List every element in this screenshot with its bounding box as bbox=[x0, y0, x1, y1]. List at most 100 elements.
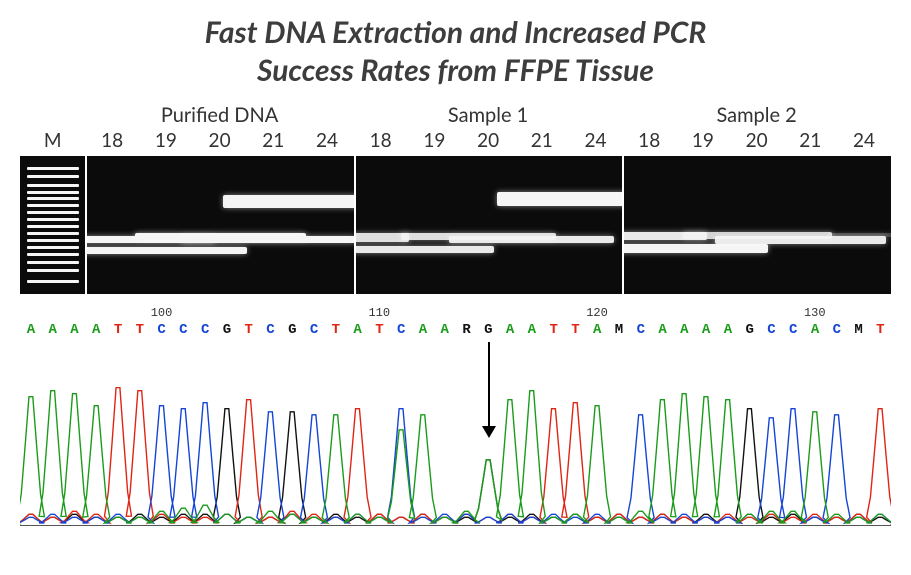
title-line-2: Success Rates from FFPE Tissue bbox=[257, 52, 654, 88]
sequence-base: A bbox=[652, 322, 674, 338]
sequence-tick-row: 100 110 120 130 bbox=[20, 306, 891, 322]
sequence-base: C bbox=[194, 322, 216, 338]
sequence-base: T bbox=[238, 322, 260, 338]
sequence-base: T bbox=[325, 322, 347, 338]
chromatogram-trace bbox=[20, 403, 891, 525]
panel-label-spacer bbox=[20, 103, 85, 127]
sequence-base: C bbox=[172, 322, 194, 338]
sequence-base: A bbox=[412, 322, 434, 338]
panel-label: Sample 2 bbox=[622, 103, 891, 127]
gel-band bbox=[622, 244, 768, 252]
sequence-base: C bbox=[260, 322, 282, 338]
sequence-base: G bbox=[216, 322, 238, 338]
ladder-band bbox=[27, 191, 79, 194]
sequence-base: C bbox=[390, 322, 412, 338]
sequence-base: M bbox=[848, 322, 870, 338]
gel-band bbox=[354, 246, 495, 253]
lane-label: 20 bbox=[193, 129, 247, 152]
ladder-band bbox=[27, 211, 79, 214]
sequence-base: T bbox=[129, 322, 151, 338]
sequence-base: C bbox=[782, 322, 804, 338]
gel-band bbox=[715, 236, 886, 244]
lane-label: 24 bbox=[837, 129, 891, 152]
sequence-base: G bbox=[477, 322, 499, 338]
sequence-tick: 100 bbox=[151, 306, 173, 320]
sequence-tick: 120 bbox=[586, 306, 608, 320]
ladder-band bbox=[27, 253, 79, 256]
gel-panel bbox=[85, 156, 354, 294]
gel-panel bbox=[622, 156, 891, 294]
sequence-base: C bbox=[761, 322, 783, 338]
ladder-band bbox=[27, 218, 79, 221]
sequence-base: A bbox=[499, 322, 521, 338]
lane-label: 24 bbox=[569, 129, 623, 152]
chromatogram bbox=[20, 358, 891, 526]
sequence-base: C bbox=[151, 322, 173, 338]
lane-label: 18 bbox=[622, 129, 676, 152]
sequence-tick: 110 bbox=[368, 306, 390, 320]
ladder-band bbox=[27, 269, 79, 272]
sequence-base: C bbox=[630, 322, 652, 338]
sequence-base: C bbox=[826, 322, 848, 338]
ladder-band bbox=[27, 184, 79, 187]
sequence-base: T bbox=[369, 322, 391, 338]
title-line-1: Fast DNA Extraction and Increased PCR bbox=[205, 14, 707, 50]
sequence-base: A bbox=[804, 322, 826, 338]
lane-label: 21 bbox=[515, 129, 569, 152]
sequence-base: A bbox=[347, 322, 369, 338]
panel-label: Purified DNA bbox=[85, 103, 354, 127]
lane-label: 20 bbox=[461, 129, 515, 152]
sequence-letters-row: AAAATTCCCGTCGCTATCAARGAATTAMCAAAAGCCACMT bbox=[20, 322, 891, 338]
sequence-base: A bbox=[20, 322, 42, 338]
gel-band bbox=[449, 236, 614, 243]
gel-ladder bbox=[20, 156, 85, 294]
gel-panel-labels-row: Purified DNASample 1Sample 2 bbox=[20, 103, 891, 127]
ladder-band bbox=[27, 232, 79, 235]
lane-label: 19 bbox=[139, 129, 193, 152]
lane-label: 18 bbox=[354, 129, 408, 152]
sequence-base: A bbox=[64, 322, 86, 338]
sequence-base: T bbox=[543, 322, 565, 338]
ladder-band bbox=[27, 204, 79, 207]
gel-band bbox=[181, 236, 354, 243]
ladder-band bbox=[27, 197, 79, 200]
ladder-band bbox=[27, 239, 79, 242]
panel-label: Sample 1 bbox=[354, 103, 623, 127]
lane-label: 21 bbox=[783, 129, 837, 152]
lane-label: 24 bbox=[300, 129, 354, 152]
gel-band bbox=[827, 233, 891, 237]
sequence-base: T bbox=[107, 322, 129, 338]
sequence-base: A bbox=[42, 322, 64, 338]
sequence-tick: 130 bbox=[804, 306, 826, 320]
ladder-band bbox=[27, 261, 79, 264]
ladder-band bbox=[27, 225, 79, 228]
sequence-base: A bbox=[434, 322, 456, 338]
lane-label: 19 bbox=[408, 129, 462, 152]
chromatogram-svg bbox=[20, 358, 891, 525]
lane-label: 19 bbox=[676, 129, 730, 152]
chromatogram-arrow bbox=[488, 342, 490, 436]
gel-row bbox=[20, 156, 891, 294]
ladder-band bbox=[27, 246, 79, 249]
sequence-base: A bbox=[695, 322, 717, 338]
sequence-base: A bbox=[586, 322, 608, 338]
sequence-base: C bbox=[303, 322, 325, 338]
lane-label: 18 bbox=[85, 129, 139, 152]
sequence-base: G bbox=[281, 322, 303, 338]
gel-band bbox=[223, 195, 354, 209]
ladder-label: M bbox=[20, 129, 85, 152]
ladder-band bbox=[27, 175, 79, 178]
sequence-base: T bbox=[869, 322, 891, 338]
ladder-band bbox=[27, 280, 79, 283]
sequence-base: R bbox=[456, 322, 478, 338]
lane-label: 21 bbox=[246, 129, 300, 152]
gel-band bbox=[85, 247, 247, 254]
sequence-base: M bbox=[608, 322, 630, 338]
sequence-base: A bbox=[717, 322, 739, 338]
sequence-base: A bbox=[521, 322, 543, 338]
sequence-base: G bbox=[739, 322, 761, 338]
sequence-base: T bbox=[565, 322, 587, 338]
gel-band bbox=[497, 192, 622, 206]
figure-title: Fast DNA Extraction and Increased PCR Su… bbox=[76, 14, 836, 89]
sequence-base: A bbox=[85, 322, 107, 338]
